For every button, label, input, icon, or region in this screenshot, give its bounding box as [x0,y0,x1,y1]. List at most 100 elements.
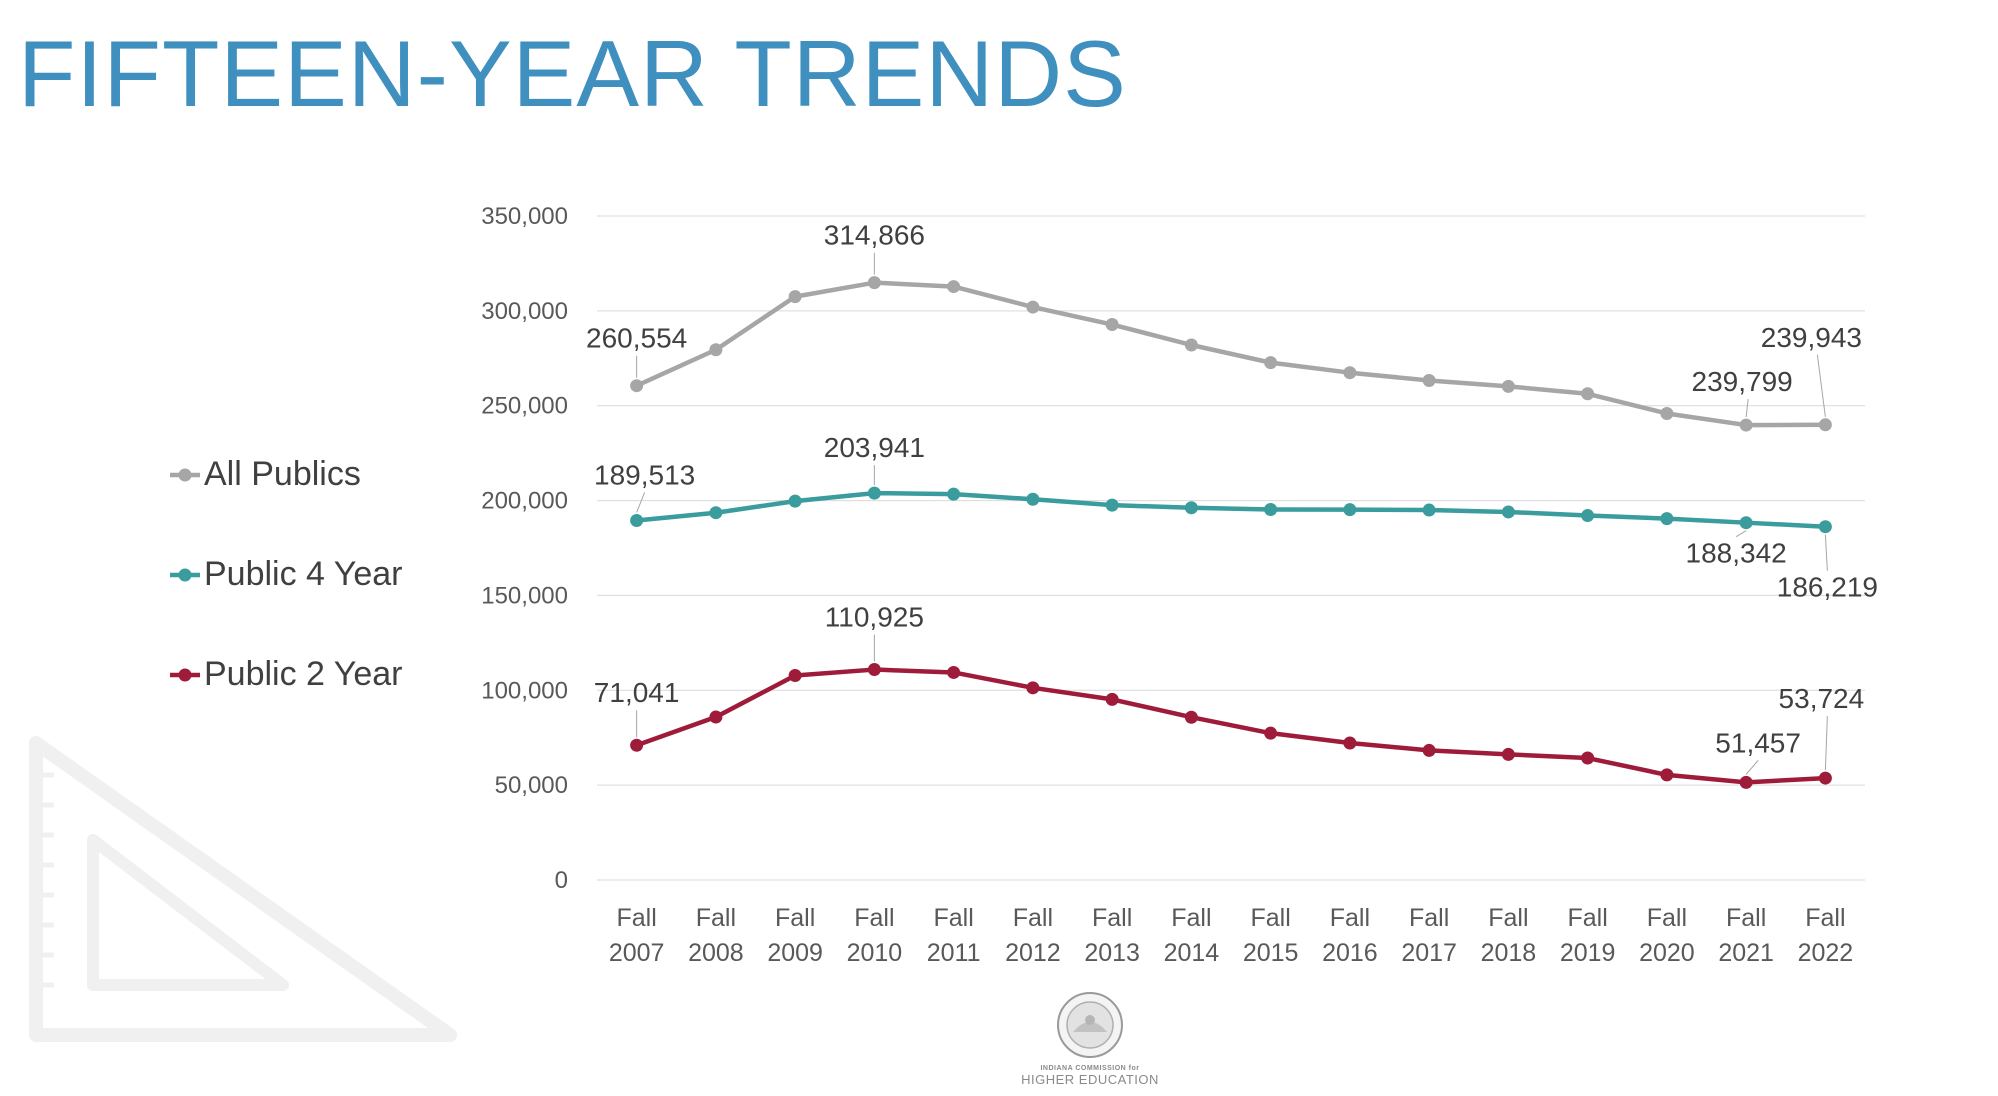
data-point [1026,681,1040,695]
data-point [1184,501,1198,515]
data-point [1264,356,1278,370]
series-lines [630,276,1832,789]
data-point [1739,775,1753,789]
data-point [1264,726,1278,740]
x-tick-label: Fall [1488,904,1528,932]
data-point [1184,710,1198,724]
x-tick-label: Fall [696,904,736,932]
x-tick-label: Fall [1409,904,1449,932]
data-label: 186,219 [1777,572,1878,603]
data-point [630,738,644,752]
data-point [709,343,723,357]
y-axis-tick-labels: 0 50,000 100,000 150,000 200,000 250,000 300,0… [481,203,568,894]
data-point [1026,492,1040,506]
legend-item: Public 4 Year [170,555,403,594]
data-point [947,280,961,294]
data-point [1422,373,1436,387]
data-point [1581,387,1595,401]
x-tick-label: 2012 [1005,939,1061,967]
data-label-leader [1816,354,1826,417]
x-tick-label: Fall [1330,904,1370,932]
data-point [709,506,723,520]
data-point [867,276,881,290]
x-tick-label: 2015 [1243,939,1299,967]
y-tick-label: 200,000 [481,488,568,515]
data-label: 314,866 [824,220,925,251]
data-point [1105,692,1119,706]
x-tick-label: 2021 [1718,939,1774,967]
x-tick-label: Fall [1013,904,1053,932]
data-label: 51,457 [1715,727,1801,758]
data-point [1739,516,1753,530]
y-tick-label: 100,000 [481,677,568,704]
legend-marker [170,568,200,581]
legend-item: Public 2 Year [170,655,403,694]
data-point [1818,418,1832,432]
x-tick-label: Fall [1250,904,1290,932]
data-point [1739,418,1753,432]
data-point [1501,747,1515,761]
y-tick-label: 300,000 [481,298,568,325]
data-label: 203,941 [824,432,925,463]
data-point [1660,768,1674,782]
y-tick-label: 250,000 [481,393,568,420]
data-point [1581,751,1595,765]
data-point [1660,406,1674,420]
x-tick-label: 2008 [688,939,744,967]
data-point [1422,743,1436,757]
x-tick-label: Fall [933,904,973,932]
data-point [788,494,802,508]
x-tick-label: 2009 [767,939,823,967]
series-line-1 [636,490,1826,529]
x-tick-label: 2019 [1560,939,1616,967]
x-tick-label: 2016 [1322,939,1378,967]
x-tick-label: 2011 [927,939,981,967]
legend-label: All Publics [204,455,361,493]
data-label: 189,513 [594,459,695,490]
x-tick-label: 2018 [1481,939,1537,967]
data-point [867,486,881,500]
x-tick-label: 2022 [1798,939,1854,967]
data-label: 239,799 [1692,366,1793,397]
x-tick-label: Fall [1726,904,1766,932]
data-label-leader [1745,399,1749,418]
data-label: 53,724 [1779,683,1865,714]
legend-marker [170,468,200,481]
x-tick-label: 2020 [1639,939,1695,967]
data-label: 239,943 [1761,322,1862,353]
data-label: 71,041 [594,677,680,708]
data-point [1105,498,1119,512]
data-point [947,487,961,501]
data-point [1581,509,1595,523]
data-point [1343,736,1357,750]
x-tick-label: Fall [1647,904,1687,932]
x-tick-label: 2010 [847,939,903,967]
commission-seal: INDIANA COMMISSION for HIGHER EDUCATION [1020,990,1160,1087]
seal-text-bottom: HIGHER EDUCATION [1021,1072,1159,1087]
set-square-watermark [29,736,457,1042]
y-tick-label: 150,000 [481,582,568,609]
series-line-0 [635,280,1826,428]
data-point [1818,520,1832,534]
x-axis-tick-labels: Fall 2007 Fall 2008 Fall 2009 Fall 2010 Fall 2011… [609,904,1853,967]
data-point [1343,503,1357,517]
x-tick-label: Fall [854,904,894,932]
x-tick-label: Fall [1805,904,1845,932]
gridlines [597,215,1865,881]
data-label: 260,554 [586,323,687,354]
legend-marker [170,668,200,681]
data-point [1501,505,1515,519]
data-point [709,710,723,724]
data-point [1422,503,1436,517]
slide-title: FIFTEEN-YEAR TRENDS [18,21,1127,126]
data-label-leader [1824,534,1828,571]
data-point [1343,366,1357,380]
x-tick-label: 2013 [1084,939,1140,967]
x-tick-label: Fall [775,904,815,932]
x-tick-label: Fall [1567,904,1607,932]
legend-item: All Publics [170,455,361,494]
data-point [1818,771,1832,785]
x-tick-label: 2017 [1401,939,1457,967]
data-point [867,663,881,677]
